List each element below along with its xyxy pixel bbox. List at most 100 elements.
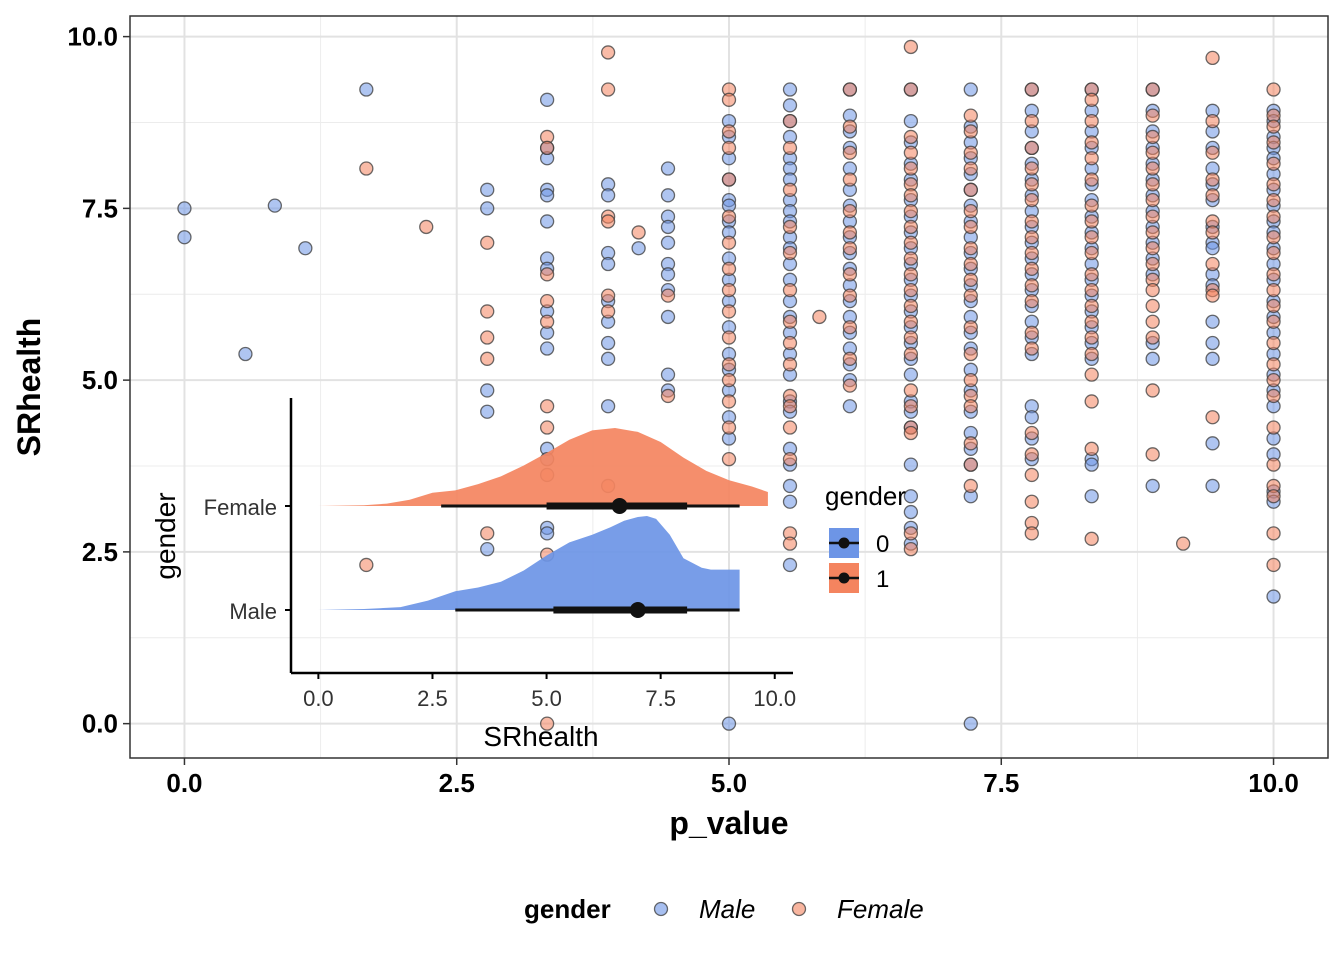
point-male bbox=[660, 267, 676, 282]
point-male bbox=[782, 98, 798, 113]
point-female bbox=[812, 309, 827, 325]
point-female bbox=[1266, 557, 1281, 573]
point-female bbox=[842, 267, 858, 282]
point-male bbox=[1084, 457, 1099, 472]
point-female bbox=[631, 225, 646, 240]
point-male bbox=[1084, 489, 1099, 504]
point-female bbox=[963, 457, 978, 472]
point-female bbox=[1205, 113, 1220, 129]
point-female bbox=[1084, 92, 1099, 107]
inset-y-tick-label: Female bbox=[204, 495, 277, 520]
point-female bbox=[480, 235, 495, 250]
point-female bbox=[903, 526, 919, 541]
bottom-legend-label: Female bbox=[837, 894, 924, 924]
point-female bbox=[903, 129, 919, 145]
point-male bbox=[963, 82, 978, 97]
point-female bbox=[842, 241, 858, 256]
point-female bbox=[600, 214, 616, 229]
point-female bbox=[1176, 536, 1191, 551]
inset-x-tick-label: 2.5 bbox=[417, 686, 448, 711]
point-female bbox=[782, 140, 798, 156]
point-female bbox=[721, 357, 737, 372]
point-male bbox=[298, 241, 313, 256]
point-female bbox=[842, 320, 858, 335]
point-female bbox=[963, 108, 978, 123]
point-male bbox=[903, 367, 919, 382]
point-female bbox=[1266, 192, 1281, 208]
median-point-male bbox=[629, 602, 646, 618]
point-male bbox=[600, 256, 616, 272]
point-male bbox=[600, 335, 616, 351]
point-female bbox=[600, 82, 616, 97]
point-male bbox=[660, 161, 676, 176]
point-female bbox=[480, 526, 495, 541]
point-female bbox=[1266, 156, 1281, 171]
point-female bbox=[1024, 113, 1039, 129]
point-female bbox=[1024, 245, 1039, 261]
point-female bbox=[1084, 230, 1099, 245]
point-male bbox=[782, 557, 798, 573]
point-female bbox=[1145, 383, 1160, 398]
inset-legend-label: 1 bbox=[876, 566, 889, 593]
point-female bbox=[1024, 230, 1039, 245]
point-female bbox=[903, 346, 919, 362]
point-female bbox=[1266, 314, 1281, 329]
point-female bbox=[963, 124, 978, 139]
point-female bbox=[1266, 526, 1281, 541]
point-female bbox=[1084, 135, 1099, 150]
point-female bbox=[1266, 335, 1281, 351]
point-female bbox=[1266, 282, 1281, 298]
main-x-axis-title: p_value bbox=[669, 805, 788, 841]
inset-legend-key-point bbox=[838, 537, 850, 549]
point-male bbox=[177, 230, 192, 245]
point-female bbox=[903, 39, 919, 55]
point-female bbox=[1145, 108, 1160, 123]
inset-x-tick-label: 7.5 bbox=[645, 686, 676, 711]
point-female bbox=[539, 140, 555, 156]
point-female bbox=[1024, 526, 1039, 541]
point-female bbox=[1145, 129, 1160, 145]
point-female bbox=[1084, 267, 1099, 282]
point-female bbox=[903, 145, 919, 160]
point-male bbox=[600, 399, 616, 414]
point-female bbox=[1145, 82, 1160, 97]
point-female bbox=[1145, 298, 1160, 314]
point-female bbox=[903, 235, 919, 250]
point-female bbox=[1145, 145, 1160, 160]
point-female bbox=[903, 298, 919, 314]
point-female bbox=[1084, 172, 1099, 187]
point-male bbox=[1266, 589, 1281, 604]
point-male bbox=[631, 241, 646, 256]
point-male bbox=[177, 201, 192, 216]
point-female bbox=[903, 282, 919, 298]
point-female bbox=[660, 288, 676, 303]
point-female bbox=[963, 219, 978, 235]
y-tick-label: 5.0 bbox=[82, 365, 118, 395]
point-female bbox=[963, 288, 978, 303]
point-female bbox=[1024, 293, 1039, 309]
point-female bbox=[842, 225, 858, 240]
point-female bbox=[963, 320, 978, 335]
point-female bbox=[359, 557, 374, 573]
bottom-legend-key bbox=[653, 901, 669, 917]
point-female bbox=[1024, 341, 1039, 356]
point-female bbox=[600, 288, 616, 303]
point-female bbox=[721, 282, 737, 298]
point-male bbox=[782, 494, 798, 509]
point-female bbox=[1084, 531, 1099, 546]
point-female bbox=[1145, 241, 1160, 256]
point-male bbox=[480, 201, 495, 216]
point-female bbox=[660, 388, 676, 404]
point-female bbox=[1084, 367, 1099, 382]
point-male bbox=[1205, 351, 1220, 366]
point-female bbox=[963, 372, 978, 388]
point-female bbox=[1145, 225, 1160, 240]
point-female bbox=[842, 203, 858, 219]
point-female bbox=[903, 425, 919, 441]
point-female bbox=[903, 188, 919, 203]
bottom-legend-title: gender bbox=[524, 894, 611, 924]
point-female bbox=[782, 113, 798, 129]
point-male bbox=[1145, 351, 1160, 366]
bottom-legend-key bbox=[791, 901, 807, 917]
point-male bbox=[842, 399, 858, 414]
